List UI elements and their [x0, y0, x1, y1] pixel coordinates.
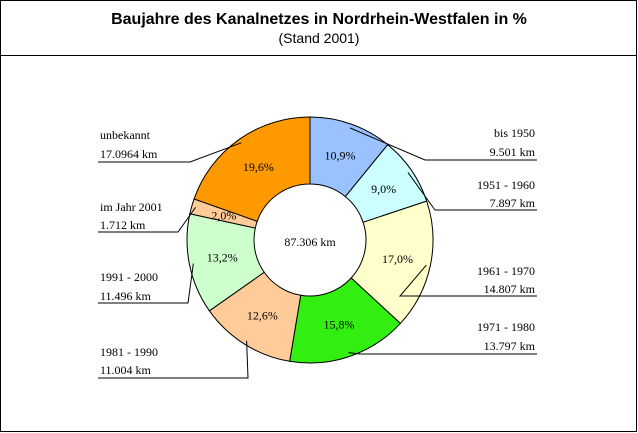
slice-value-label: 12,6%	[247, 309, 278, 323]
slice-value-label: 17,0%	[382, 252, 413, 266]
category-label: 1991 - 2000	[100, 270, 158, 284]
detail-label: 1.712 km	[100, 218, 146, 232]
category-label: im Jahr 2001	[100, 200, 163, 214]
leader-line	[348, 352, 537, 355]
leader-line	[349, 127, 537, 161]
detail-label: 13.797 km	[484, 339, 536, 353]
leader-line	[98, 340, 249, 379]
slice-value-label: 10,9%	[325, 149, 356, 163]
category-label: bis 1950	[494, 126, 535, 140]
detail-label: 11.496 km	[100, 289, 152, 303]
leader-line	[98, 142, 242, 163]
leader-line	[398, 264, 537, 297]
leader-line	[98, 207, 196, 233]
donut-slice	[193, 116, 311, 222]
detail-label: 9.501 km	[490, 145, 536, 159]
category-label: 1961 - 1970	[477, 264, 535, 278]
plot: 10,9% bis 1950 9.501 km 9,0% 1951 - 1960 7.89…	[98, 116, 537, 379]
detail-label: 11.004 km	[100, 363, 152, 377]
center-label: 87.306 km	[284, 235, 336, 249]
donut-slice	[289, 277, 402, 364]
detail-label: 17.0964 km	[100, 147, 158, 161]
category-label: 1981 - 1990	[100, 345, 158, 359]
donut-slice	[350, 200, 434, 325]
slice-value-label: 19,6%	[243, 160, 274, 174]
leader-line	[407, 172, 537, 211]
category-label: 1951 - 1960	[477, 178, 535, 192]
chart-title: Baujahre des Kanalnetzes in Nordrhein-We…	[111, 11, 527, 28]
leader-line	[98, 263, 194, 304]
slice-value-label: 15,8%	[323, 318, 354, 332]
category-label: unbekannt	[100, 128, 151, 142]
chart-subtitle: (Stand 2001)	[279, 30, 360, 46]
slice-value-label: 13,2%	[207, 251, 238, 265]
category-label: 1971 - 1980	[477, 320, 535, 334]
slice-value-label: 9,0%	[371, 182, 396, 196]
detail-label: 7.897 km	[490, 196, 536, 210]
detail-label: 14.807 km	[484, 282, 536, 296]
